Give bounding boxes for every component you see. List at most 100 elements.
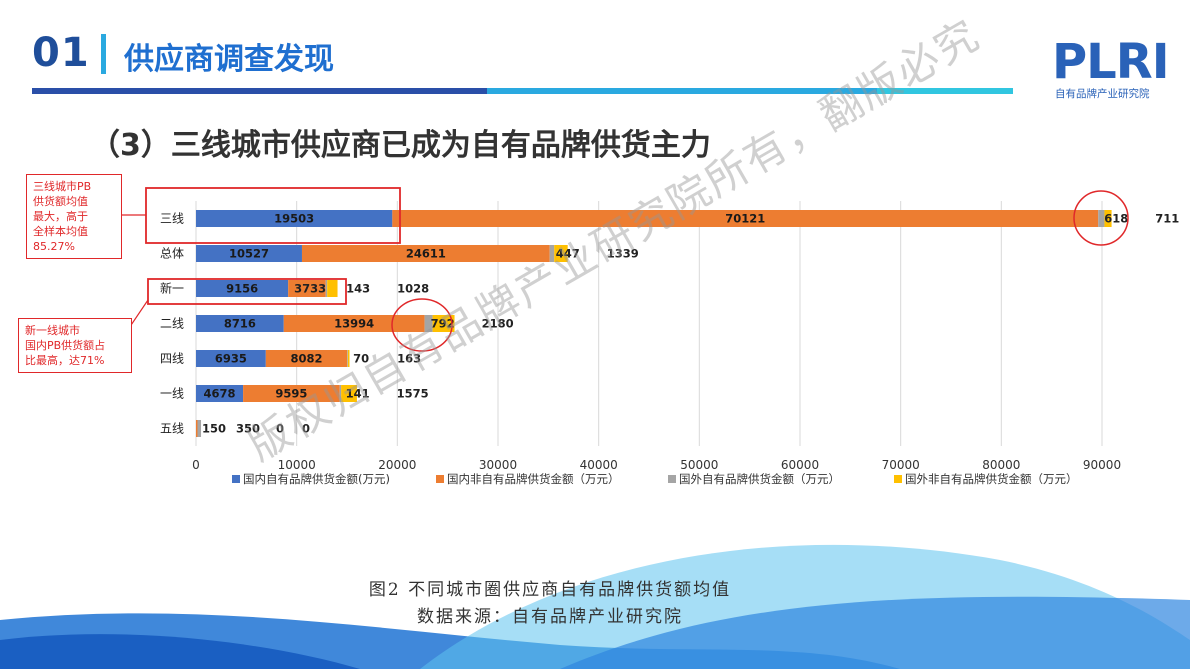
x-tick-label: 30000	[479, 458, 517, 472]
data-label: 70	[353, 352, 369, 366]
x-tick-label: 0	[192, 458, 200, 472]
callout-line: 比最高，达71%	[25, 354, 105, 367]
callout-line: 国内PB供货额占	[25, 339, 106, 352]
bar-segment	[196, 385, 244, 402]
legend-swatch	[232, 475, 240, 483]
legend-swatch	[436, 475, 444, 483]
x-tick-label: 90000	[1083, 458, 1121, 472]
slide-title: （3）三线城市供应商已成为自有品牌供货主力	[90, 128, 711, 163]
data-label: 10527	[229, 247, 269, 261]
figure-caption: 图2 不同城市圈供应商自有品牌供货额均值	[368, 580, 732, 600]
highlight-circle	[1073, 190, 1129, 246]
header-band-dark	[32, 88, 487, 94]
data-label: 9156	[226, 282, 258, 296]
bar-segment	[554, 245, 568, 262]
bar-segment	[424, 315, 433, 332]
data-label: 8716	[224, 317, 256, 331]
bar-segment	[196, 210, 393, 227]
bar-segment	[265, 350, 348, 367]
data-label: 711	[1155, 212, 1179, 226]
data-label: 150	[202, 422, 226, 436]
data-label: 1575	[397, 387, 429, 401]
bar-segment	[1098, 210, 1105, 227]
x-tick-label: 20000	[378, 458, 416, 472]
data-label: 24611	[406, 247, 446, 261]
callout-first-tier: 新一线城市 国内PB供货额占 比最高，达71%	[18, 318, 132, 373]
x-tick-label: 50000	[680, 458, 718, 472]
data-label: 6935	[215, 352, 247, 366]
data-label: 3733	[294, 282, 326, 296]
bar-segment	[288, 280, 326, 297]
bar-segment	[341, 385, 357, 402]
x-tick-label: 60000	[781, 458, 819, 472]
bar-segment	[196, 315, 284, 332]
legend-entry: 国内非自有品牌供货金额（万元）	[447, 472, 620, 486]
bar-segment	[549, 245, 555, 262]
callout-line: 新一线城市	[25, 324, 80, 337]
data-label: 4678	[204, 387, 236, 401]
callout-line: 三线城市PB	[33, 180, 92, 193]
y-category-label: 一线	[160, 387, 184, 401]
bar-segment	[325, 280, 328, 297]
header-band-mid	[487, 88, 877, 94]
bar-segment	[1104, 210, 1112, 227]
legend-swatch	[894, 475, 902, 483]
bar-segment	[327, 280, 338, 297]
y-category-label: 三线	[160, 212, 184, 226]
y-category-label: 二线	[160, 317, 184, 331]
data-label: 0	[302, 422, 310, 436]
plri-logo: PLRI	[1052, 34, 1170, 90]
data-label: 618	[1104, 212, 1128, 226]
y-category-label: 新一	[160, 281, 184, 296]
bar-segment	[392, 210, 1099, 227]
section-title: 供应商调查发现	[124, 42, 334, 77]
data-label: 1028	[397, 282, 429, 296]
callout-line: 最大，高于	[33, 210, 88, 223]
data-label: 1339	[607, 247, 639, 261]
header-band-light	[877, 88, 1013, 94]
x-tick-label: 80000	[982, 458, 1020, 472]
header-divider	[101, 34, 106, 74]
bar-segment	[196, 420, 198, 437]
x-tick-label: 40000	[580, 458, 618, 472]
bar-segment	[347, 350, 350, 367]
y-category-label: 五线	[160, 422, 184, 436]
bar-segment	[196, 350, 266, 367]
callout-line: 供货额均值	[33, 195, 88, 208]
bar-segment	[197, 420, 202, 437]
logo-subtitle: 自有品牌产业研究院	[1055, 88, 1150, 100]
highlight-circle	[391, 298, 453, 352]
legend-entry: 国外自有品牌供货金额（万元）	[679, 472, 840, 486]
data-label: 143	[346, 282, 370, 296]
data-label: 9595	[275, 387, 307, 401]
data-label: 70121	[725, 212, 765, 226]
callout-line: 85.27%	[33, 240, 75, 253]
bar-segment	[347, 350, 348, 367]
source-caption: 数据来源：自有品牌产业研究院	[417, 607, 683, 627]
data-label: 0	[276, 422, 284, 436]
data-label: 13994	[334, 317, 374, 331]
legend-entry: 国内自有品牌供货金额(万元)	[243, 472, 390, 486]
y-category-label: 四线	[160, 352, 184, 366]
bar-segment	[243, 385, 340, 402]
y-category-label: 总体	[160, 247, 184, 261]
data-label: 141	[346, 387, 370, 401]
highlight-box	[147, 278, 347, 305]
bar-segment	[196, 280, 289, 297]
bar-segment	[196, 245, 302, 262]
bar-segment	[339, 385, 342, 402]
bar-segment	[301, 245, 550, 262]
callout-line: 全样本均值	[33, 225, 88, 238]
data-label: 792	[431, 317, 455, 331]
callout-third-tier: 三线城市PB 供货额均值 最大，高于 全样本均值 85.27%	[26, 174, 122, 259]
data-label: 2180	[482, 317, 514, 331]
data-label: 163	[397, 352, 421, 366]
data-label: 8082	[290, 352, 322, 366]
data-label: 19503	[274, 212, 314, 226]
bar-segment	[283, 315, 425, 332]
data-label: 447	[556, 247, 580, 261]
x-tick-label: 10000	[278, 458, 316, 472]
bar-segment	[432, 315, 455, 332]
